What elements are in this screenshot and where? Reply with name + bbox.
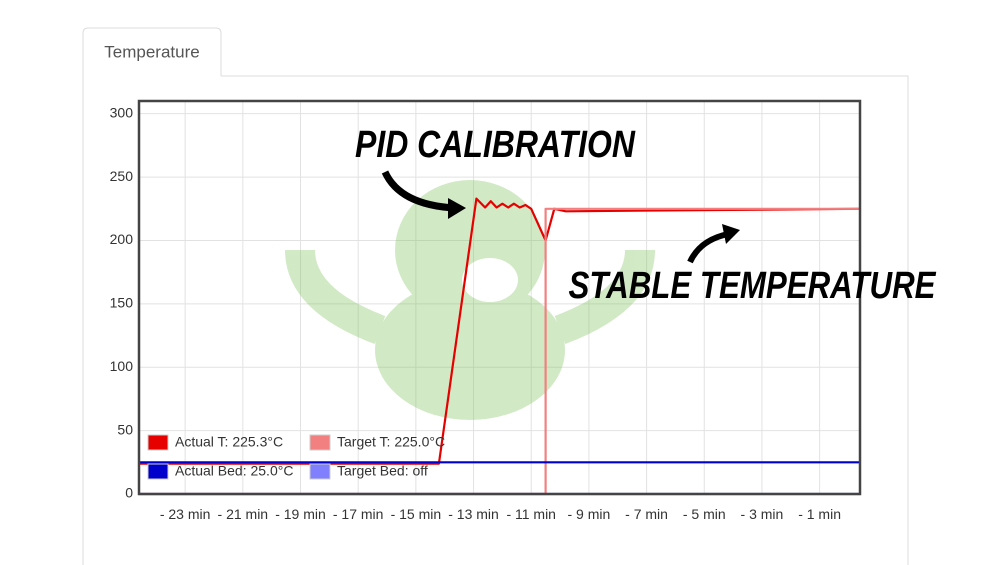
x-tick-label: - 17 min bbox=[332, 506, 384, 522]
arrow bbox=[381, 170, 456, 212]
x-tick-label: - 23 min bbox=[159, 506, 211, 522]
x-tick-label: - 9 min bbox=[567, 506, 611, 522]
plot-background bbox=[139, 101, 860, 494]
x-tick-label: - 19 min bbox=[275, 506, 326, 522]
tab-label[interactable]: Temperature bbox=[104, 42, 199, 61]
x-tick-label: - 15 min bbox=[390, 506, 442, 522]
legend-swatch bbox=[147, 463, 169, 480]
legend-swatch bbox=[147, 434, 169, 451]
y-tick-label: 150 bbox=[110, 295, 134, 311]
series-line bbox=[139, 197, 861, 465]
x-tick-label: - 7 min bbox=[625, 506, 668, 522]
arrow-head bbox=[722, 224, 740, 244]
tab[interactable] bbox=[82, 27, 222, 76]
y-tick-label: 50 bbox=[117, 421, 133, 437]
arrow bbox=[687, 231, 729, 264]
legend-label: Target T: 225.0°C bbox=[337, 434, 445, 450]
x-tick-label: - 21 min bbox=[217, 506, 269, 522]
annotation: PID CALIBRATION bbox=[355, 124, 636, 166]
legend: Actual T: 225.3°C Target T: 225.0°C Actual… bbox=[147, 434, 445, 480]
x-tick-label: - 3 min bbox=[740, 506, 784, 522]
plot-area bbox=[139, 101, 860, 495]
y-tick-label: 200 bbox=[110, 231, 134, 247]
y-tick-label: 250 bbox=[110, 168, 134, 184]
y-tick-label: 100 bbox=[110, 358, 134, 374]
legend-label: Actual T: 225.3°C bbox=[175, 434, 283, 450]
x-tick-label: - 13 min bbox=[448, 506, 499, 522]
legend-label: Actual Bed: 25.0°C bbox=[175, 463, 293, 479]
legend-swatch bbox=[309, 463, 331, 480]
x-tick-label: - 11 min bbox=[506, 506, 556, 522]
x-tick-label: - 5 min bbox=[682, 506, 726, 522]
arrow-head bbox=[448, 198, 466, 219]
y-tick-label: 0 bbox=[125, 485, 133, 501]
x-tick-label: - 1 min bbox=[798, 506, 841, 522]
plot-frame bbox=[137, 99, 862, 496]
y-tick-label: 300 bbox=[110, 104, 134, 120]
panel-border bbox=[82, 75, 909, 565]
legend-swatch bbox=[309, 434, 331, 451]
legend-label: Target Bed: off bbox=[337, 463, 428, 479]
annotation: STABLE TEMPERATURE bbox=[569, 265, 937, 307]
